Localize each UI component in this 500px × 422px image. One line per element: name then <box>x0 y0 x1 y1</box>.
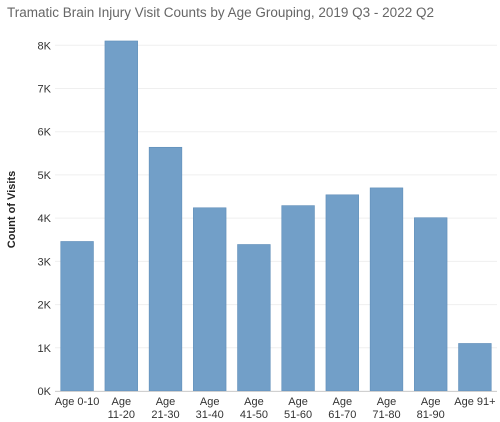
bar <box>458 343 492 392</box>
x-tick-label-line: 71-80 <box>372 409 400 421</box>
x-tick-label: Age 11-20 <box>108 396 135 421</box>
bar <box>237 244 271 392</box>
x-tick-label: Age 81-90 <box>417 396 445 421</box>
x-tick-label-line: Age <box>421 396 441 408</box>
bar <box>414 217 448 392</box>
x-tick-label-line: Age 91+ <box>454 396 495 408</box>
x-tick-label: Age 61-70 <box>328 396 356 421</box>
y-axis-title: Count of Visits <box>6 171 18 248</box>
x-tick-label-line: Age <box>288 396 308 408</box>
x-tick-label-line: 21-30 <box>151 409 179 421</box>
x-tick-label-line: 31-40 <box>196 409 224 421</box>
x-tick-label: Age 91+ <box>454 396 495 408</box>
y-tick-label: 6K <box>38 127 52 139</box>
bar <box>104 40 138 392</box>
y-tick-label: 0K <box>38 386 52 398</box>
x-tick-label-line: 41-50 <box>240 409 268 421</box>
y-tick-label: 3K <box>38 256 52 268</box>
chart-title: Tramatic Brain Injury Visit Counts by Ag… <box>7 5 434 20</box>
x-tick-label-line: 51-60 <box>284 409 312 421</box>
x-tick-label: Age 31-40 <box>196 396 224 421</box>
bar <box>281 205 315 392</box>
bar <box>369 187 404 392</box>
x-tick-label: Age 71-80 <box>372 396 400 421</box>
x-tick-label-line: Age <box>333 396 353 408</box>
x-tick-label-line: 81-90 <box>417 409 445 421</box>
bar <box>60 241 94 392</box>
x-tick-label-line: Age <box>377 396 397 408</box>
x-tick-label: Age 21-30 <box>151 396 179 421</box>
bar <box>193 207 227 392</box>
x-tick-label-line: Age <box>156 396 176 408</box>
x-tick-label-line: Age <box>112 396 132 408</box>
y-tick-label: 2K <box>38 300 52 312</box>
bar <box>325 194 359 392</box>
x-tick-label: Age 41-50 <box>240 396 268 421</box>
x-tick-label-line: 61-70 <box>328 409 356 421</box>
x-tick-label-line: Age 0-10 <box>55 396 100 408</box>
y-tick-label: 4K <box>38 213 52 225</box>
bar <box>148 146 183 392</box>
x-tick-label-line: 11-20 <box>108 409 135 421</box>
y-tick-label: 5K <box>38 170 52 182</box>
x-tick-label-line: Age <box>244 396 264 408</box>
x-tick-label: Age 0-10 <box>55 396 100 408</box>
x-tick-label-line: Age <box>200 396 220 408</box>
y-tick-label: 7K <box>38 84 52 96</box>
y-tick-label: 8K <box>38 40 52 52</box>
x-tick-label: Age 51-60 <box>284 396 312 421</box>
y-tick-label: 1K <box>38 343 52 355</box>
